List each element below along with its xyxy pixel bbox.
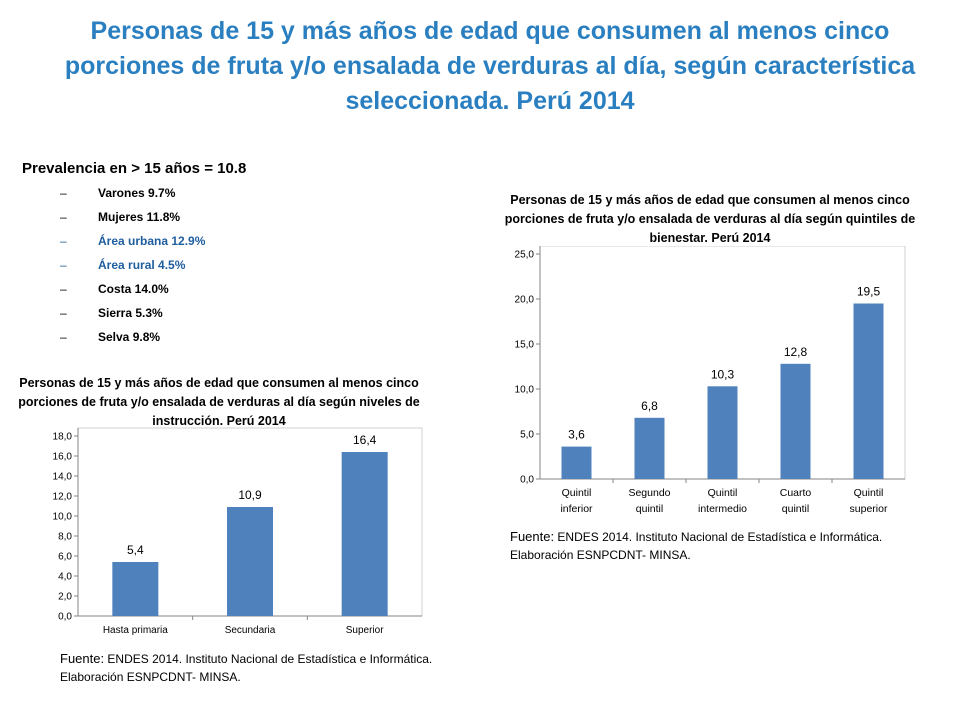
chart-education: 0,0 2,0 4,0 6,0 8,0 10,0 12,0 14,0 16,0 18,0 5,4 Ha… — [53, 427, 423, 636]
bar — [853, 303, 884, 479]
list-item: – Sierra 5.3% — [60, 306, 205, 330]
list-item-text: Costa 14.0% — [98, 282, 169, 296]
bullet-dash: – — [60, 210, 67, 224]
x-tick-label: Cuarto — [780, 487, 812, 499]
list-item: – Costa 14.0% — [60, 282, 205, 306]
data-label: 10,9 — [238, 488, 262, 502]
bullet-dash: – — [60, 234, 67, 248]
y-tick-label: 12,0 — [53, 492, 73, 503]
y-tick-label: 15,0 — [515, 340, 535, 351]
x-tick-label: Segundo — [628, 487, 670, 499]
prevalence-list: – Varones 9.7% – Mujeres 11.8% – Área urban… — [60, 186, 205, 354]
x-tick-label: Superior — [346, 625, 384, 636]
data-label: 5,4 — [127, 543, 144, 557]
bullet-dash: – — [60, 330, 67, 344]
y-tick-label: 20,0 — [515, 295, 535, 306]
list-item: – Área rural 4.5% — [60, 258, 205, 282]
source-label: Fuente: — [510, 529, 555, 544]
source-text: ENDES 2014. Instituto Nacional de Estadí… — [60, 652, 433, 684]
x-tick-label: superior — [850, 503, 888, 515]
list-item-text: Área urbana 12.9% — [98, 234, 206, 248]
list-item: – Mujeres 11.8% — [60, 210, 205, 234]
y-tick-label: 8,0 — [58, 532, 72, 543]
y-tick-label: 4,0 — [58, 572, 72, 583]
data-label: 19,5 — [857, 285, 881, 299]
x-tick-label: Quintil — [562, 487, 592, 499]
x-tick-label: Quintil — [854, 487, 884, 499]
bar — [341, 452, 388, 616]
list-item-text: Área rural 4.5% — [98, 258, 186, 272]
data-label: 3,6 — [568, 428, 585, 442]
y-tick-label: 0,0 — [58, 612, 72, 623]
bar — [561, 446, 592, 479]
data-label: 6,8 — [641, 399, 658, 413]
y-tick-label: 6,0 — [58, 552, 72, 563]
y-tick-label: 0,0 — [520, 475, 534, 486]
list-item: – Área urbana 12.9% — [60, 234, 205, 258]
y-tick-label: 16,0 — [53, 452, 73, 463]
x-tick-label: inferior — [560, 503, 593, 515]
data-label: 16,4 — [353, 433, 377, 447]
list-item: – Selva 9.8% — [60, 330, 205, 354]
slide-title: Personas de 15 y más años de edad que co… — [64, 17, 916, 115]
bar — [112, 562, 159, 616]
x-tick-label: Quintil — [708, 487, 738, 499]
y-tick-label: 14,0 — [53, 472, 73, 483]
y-tick-label: 18,0 — [53, 432, 73, 443]
bullet-dash: – — [60, 258, 67, 272]
data-label: 12,8 — [784, 345, 808, 359]
list-item-text: Selva 9.8% — [98, 330, 161, 344]
source-label: Fuente: — [60, 651, 105, 666]
list-item: – Varones 9.7% — [60, 186, 205, 210]
chart-education-source: Fuente: ENDES 2014. Instituto Nacional d… — [60, 650, 460, 686]
chart-quintiles-source: Fuente: ENDES 2014. Instituto Nacional d… — [510, 528, 930, 564]
x-tick-label: Hasta primaria — [103, 625, 168, 636]
bar — [707, 386, 738, 479]
x-tick-label: Secundaria — [225, 625, 276, 636]
list-item-text: Varones 9.7% — [98, 186, 176, 200]
source-text: ENDES 2014. Instituto Nacional de Estadí… — [510, 530, 883, 562]
bar — [634, 417, 665, 479]
y-tick-label: 10,0 — [515, 385, 535, 396]
bullet-dash: – — [60, 282, 67, 296]
bar — [227, 507, 273, 616]
bar — [780, 363, 811, 479]
y-tick-label: 2,0 — [58, 592, 72, 603]
chart-quintiles: 0,0 5,0 10,0 15,0 20,0 25,0 3,6 Quintil inferior… — [515, 246, 906, 515]
bullet-dash: – — [60, 186, 67, 200]
list-item-text: Sierra 5.3% — [98, 306, 163, 320]
x-tick-label: quintil — [636, 503, 663, 515]
prevalence-headline: Prevalencia en > 15 años = 10.8 — [22, 160, 247, 177]
bullet-dash: – — [60, 306, 67, 320]
x-tick-label: intermedio — [698, 503, 747, 515]
list-item-text: Mujeres 11.8% — [98, 210, 181, 224]
chart-quintiles-title: Personas de 15 y más años de edad que co… — [504, 193, 916, 245]
y-tick-label: 25,0 — [515, 250, 535, 261]
data-label: 10,3 — [711, 367, 735, 381]
chart-education-title: Personas de 15 y más años de edad que co… — [18, 376, 420, 428]
y-tick-label: 10,0 — [53, 512, 73, 523]
x-tick-label: quintil — [782, 503, 809, 515]
y-tick-label: 5,0 — [520, 430, 534, 441]
